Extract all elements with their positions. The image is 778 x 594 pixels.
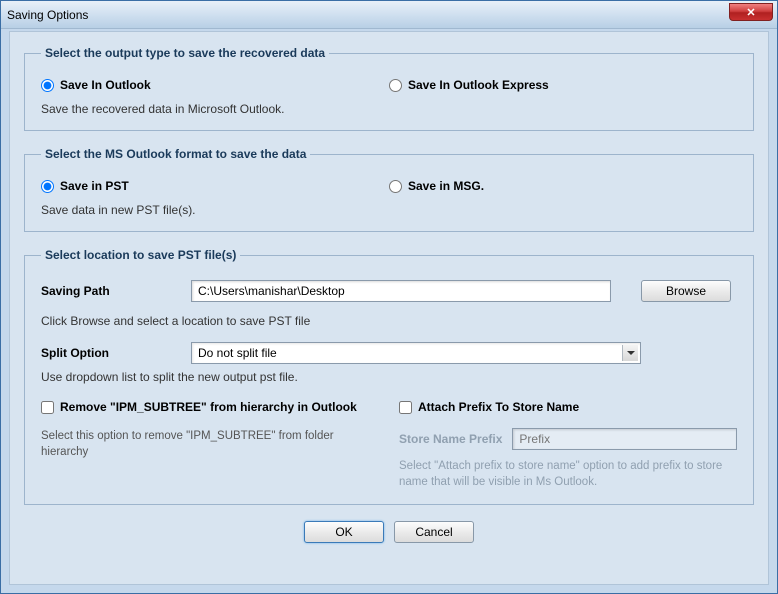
attach-prefix-col: Attach Prefix To Store Name Store Name P…	[399, 400, 737, 490]
window-title: Saving Options	[7, 8, 88, 22]
save-in-msg-label[interactable]: Save in MSG.	[408, 179, 484, 193]
browse-button[interactable]: Browse	[641, 280, 731, 302]
titlebar[interactable]: Saving Options ✕	[1, 1, 777, 29]
location-group: Select location to save PST file(s) Savi…	[24, 248, 754, 505]
ok-button[interactable]: OK	[304, 521, 384, 543]
save-in-msg-radio[interactable]	[389, 180, 402, 193]
save-in-outlook-express-label[interactable]: Save In Outlook Express	[408, 78, 549, 92]
saving-path-input[interactable]	[191, 280, 611, 302]
close-icon: ✕	[746, 6, 755, 19]
save-in-pst-label[interactable]: Save in PST	[60, 179, 129, 193]
remove-ipm-subtree-desc: Select this option to remove "IPM_SUBTRE…	[41, 428, 379, 460]
save-in-outlook-express-radio[interactable]	[389, 79, 402, 92]
cancel-button[interactable]: Cancel	[394, 521, 474, 543]
save-in-outlook-radio[interactable]	[41, 79, 54, 92]
output-type-legend: Select the output type to save the recov…	[41, 46, 329, 60]
output-type-group: Select the output type to save the recov…	[24, 46, 754, 131]
format-legend: Select the MS Outlook format to save the…	[41, 147, 310, 161]
dialog-buttons: OK Cancel	[24, 521, 754, 543]
location-legend: Select location to save PST file(s)	[41, 248, 240, 262]
store-name-prefix-label: Store Name Prefix	[399, 432, 502, 446]
chevron-down-icon	[622, 345, 638, 361]
remove-ipm-subtree-label[interactable]: Remove "IPM_SUBTREE" from hierarchy in O…	[60, 400, 357, 414]
attach-prefix-checkbox[interactable]	[399, 401, 412, 414]
attach-prefix-desc: Select "Attach prefix to store name" opt…	[399, 458, 737, 490]
split-option-label: Split Option	[41, 346, 181, 360]
close-button[interactable]: ✕	[729, 3, 773, 21]
format-desc: Save data in new PST file(s).	[41, 203, 737, 217]
split-option-select[interactable]: Do not split file	[191, 342, 641, 364]
saving-path-desc: Click Browse and select a location to sa…	[41, 314, 737, 328]
output-type-desc: Save the recovered data in Microsoft Out…	[41, 102, 737, 116]
remove-subtree-col: Remove "IPM_SUBTREE" from hierarchy in O…	[41, 400, 379, 490]
split-option-desc: Use dropdown list to split the new outpu…	[41, 370, 737, 384]
save-in-outlook-label[interactable]: Save In Outlook	[60, 78, 151, 92]
format-radios: Save in PST Save in MSG.	[41, 179, 737, 193]
attach-prefix-label[interactable]: Attach Prefix To Store Name	[418, 400, 579, 414]
saving-options-dialog: Saving Options ✕ Select the output type …	[0, 0, 778, 594]
save-in-pst-radio[interactable]	[41, 180, 54, 193]
remove-ipm-subtree-checkbox[interactable]	[41, 401, 54, 414]
split-option-value: Do not split file	[198, 346, 277, 360]
store-name-prefix-input	[512, 428, 737, 450]
output-type-radios: Save In Outlook Save In Outlook Express	[41, 78, 737, 92]
saving-path-label: Saving Path	[41, 284, 181, 298]
format-group: Select the MS Outlook format to save the…	[24, 147, 754, 232]
client-area: Select the output type to save the recov…	[9, 31, 769, 585]
